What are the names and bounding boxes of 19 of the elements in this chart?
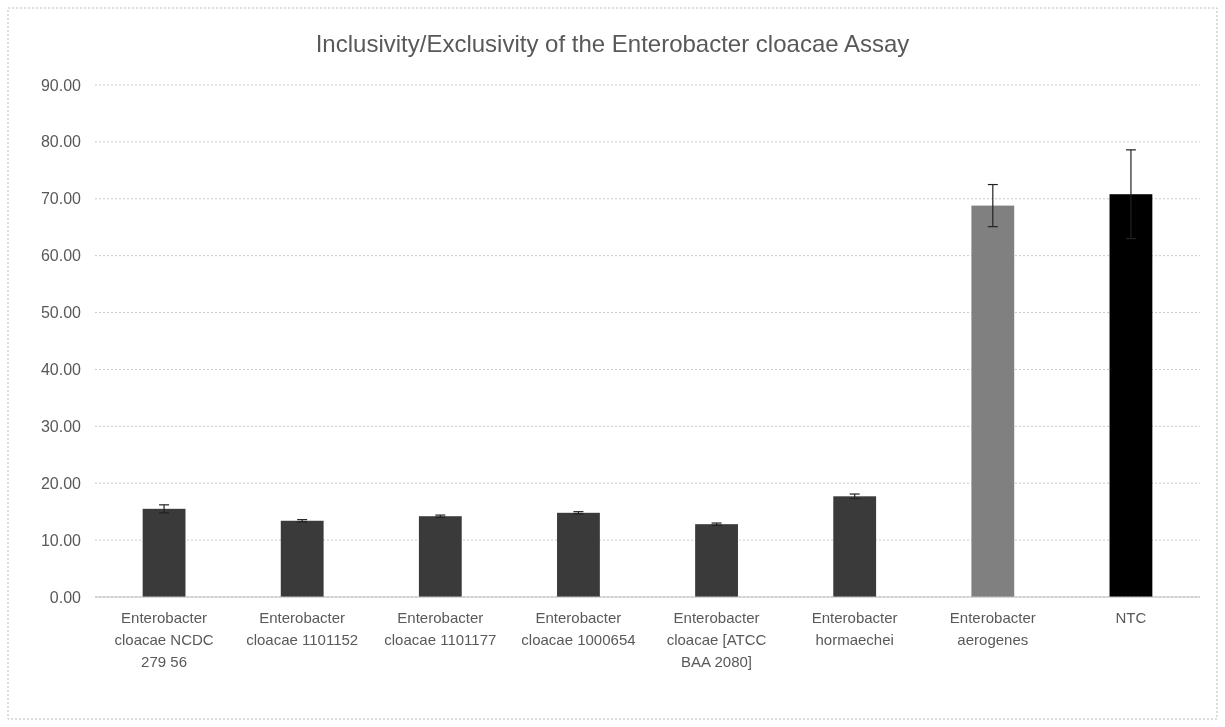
chart-title: Inclusivity/Exclusivity of the Enterobacter cloacae Assay xyxy=(315,30,910,57)
y-tick-label: 50.00 xyxy=(40,304,82,322)
y-tick-label: 20.00 xyxy=(40,474,82,492)
x-tick-label: Enterobacter cloacae NCDC 279 56 xyxy=(114,609,214,670)
y-tick-label: 30.00 xyxy=(40,417,82,435)
y-tick-label: 90.00 xyxy=(40,76,82,94)
x-tick-label: Enterobacter cloacae [ATCC BAA 2080] xyxy=(666,609,767,670)
y-tick-label: 40.00 xyxy=(40,361,82,379)
x-tick-label: Enterobacter cloacae 1101177 xyxy=(384,609,497,648)
y-tick-label: 80.00 xyxy=(40,133,82,151)
x-tick-label: Enterobacter hormaechei xyxy=(811,609,898,648)
x-tick-label: Enterobacter aerogenes xyxy=(949,609,1036,648)
y-tick-label: 0.00 xyxy=(49,588,82,606)
x-tick-label: Enterobacter cloacae 1000654 xyxy=(521,609,636,648)
y-tick-label: 60.00 xyxy=(40,247,82,265)
x-tick-label: Enterobacter cloacae 1101152 xyxy=(246,609,359,648)
x-tick-label: NTC xyxy=(1115,609,1147,626)
y-tick-label: 70.00 xyxy=(40,190,82,208)
y-tick-label: 10.00 xyxy=(40,531,82,549)
